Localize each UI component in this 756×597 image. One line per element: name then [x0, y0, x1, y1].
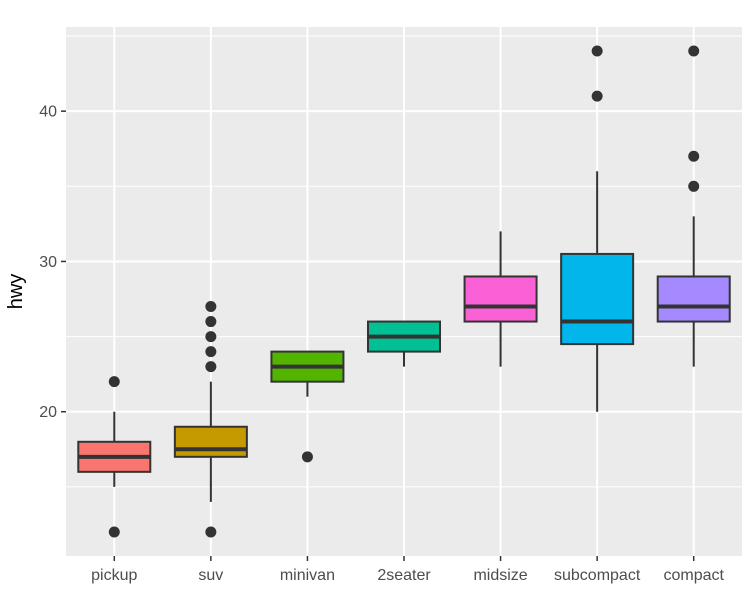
- x-tick-label-compact: compact: [663, 567, 724, 584]
- outlier-point: [591, 45, 603, 57]
- y-axis: 20 30 40: [39, 104, 66, 421]
- outlier-point: [205, 301, 217, 313]
- box-pickup: [77, 376, 152, 538]
- box-body: [173, 425, 248, 458]
- x-tick-label-minivan: minivan: [280, 567, 335, 584]
- box-body: [463, 275, 538, 323]
- y-axis-title: hwy: [5, 274, 27, 310]
- y-tick-label: 30: [39, 254, 57, 271]
- y-tick-label: 40: [39, 104, 57, 121]
- outlier-point: [205, 346, 217, 358]
- outlier-point: [591, 90, 603, 102]
- boxes-layer: [77, 45, 731, 538]
- outlier-point: [688, 180, 700, 192]
- x-tick-label-suv: suv: [198, 567, 223, 584]
- box-midsize: [463, 231, 538, 367]
- box-body: [560, 252, 635, 346]
- outlier-point: [205, 526, 217, 538]
- x-tick-label-pickup: pickup: [91, 567, 137, 584]
- box-body: [656, 275, 731, 323]
- outlier-point: [108, 526, 120, 538]
- outlier-point: [205, 316, 217, 328]
- outlier-point: [205, 331, 217, 343]
- box-2seater: [367, 320, 441, 367]
- box-compact: [656, 45, 731, 367]
- y-tick-label: 20: [39, 404, 57, 421]
- outlier-point: [688, 150, 700, 162]
- x-tick-label-midsize: midsize: [473, 567, 527, 584]
- box-minivan: [270, 350, 345, 463]
- box-subcompact: [560, 45, 635, 412]
- box-suv: [173, 301, 248, 538]
- outlier-point: [108, 376, 120, 388]
- outlier-point: [205, 361, 217, 373]
- x-tick-label-subcompact: subcompact: [554, 567, 641, 584]
- x-tick-label-2seater: 2seater: [377, 567, 431, 584]
- outlier-point: [688, 45, 700, 57]
- outlier-point: [301, 451, 313, 463]
- x-axis: pickup suv minivan 2seater midsize subcompact…: [91, 556, 725, 584]
